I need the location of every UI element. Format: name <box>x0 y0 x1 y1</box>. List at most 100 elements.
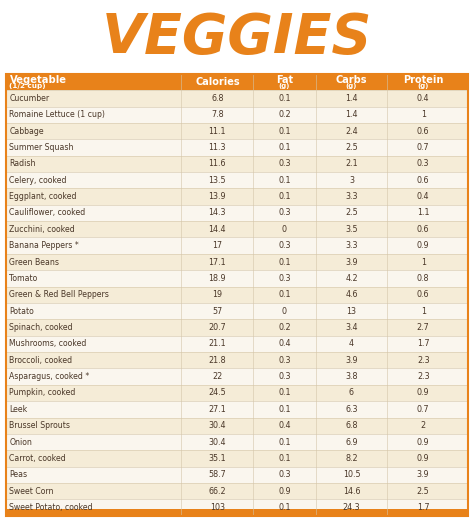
Text: 0.1: 0.1 <box>278 257 291 267</box>
Text: 1: 1 <box>421 110 426 119</box>
Text: 66.2: 66.2 <box>209 487 226 496</box>
Text: 3.8: 3.8 <box>345 372 358 381</box>
Text: 0.1: 0.1 <box>278 290 291 299</box>
Text: 3.9: 3.9 <box>417 470 429 479</box>
Text: 14.6: 14.6 <box>343 487 360 496</box>
Bar <box>6 238 468 254</box>
Text: 0.2: 0.2 <box>278 110 291 119</box>
Text: 3.3: 3.3 <box>345 192 358 201</box>
Text: 3.9: 3.9 <box>345 257 358 267</box>
Text: 0.1: 0.1 <box>278 454 291 463</box>
Bar <box>6 336 468 352</box>
Text: 0: 0 <box>282 306 287 316</box>
Text: 1.1: 1.1 <box>417 208 429 218</box>
Text: Mushrooms, cooked: Mushrooms, cooked <box>9 339 87 348</box>
Text: 0.2: 0.2 <box>278 323 291 332</box>
Text: 0.3: 0.3 <box>278 159 291 168</box>
Bar <box>6 74 468 516</box>
Text: 58.7: 58.7 <box>209 470 226 479</box>
Text: 21.8: 21.8 <box>209 356 226 365</box>
Text: Brussel Sprouts: Brussel Sprouts <box>9 421 71 430</box>
Text: 4: 4 <box>349 339 354 348</box>
Text: 13.9: 13.9 <box>209 192 226 201</box>
Text: 0.9: 0.9 <box>417 241 429 250</box>
Bar <box>6 467 468 483</box>
Text: 0.9: 0.9 <box>417 437 429 447</box>
Text: 24.3: 24.3 <box>343 503 360 512</box>
Text: Calories: Calories <box>195 77 240 87</box>
Text: 3.4: 3.4 <box>345 323 358 332</box>
Text: Summer Squash: Summer Squash <box>9 143 74 152</box>
Bar <box>6 369 468 385</box>
Text: 0.3: 0.3 <box>278 470 291 479</box>
Text: 13.5: 13.5 <box>209 176 226 185</box>
Text: 0.3: 0.3 <box>417 159 429 168</box>
Text: 0.4: 0.4 <box>417 192 429 201</box>
Bar <box>6 303 468 319</box>
Text: Cauliflower, cooked: Cauliflower, cooked <box>9 208 86 218</box>
Text: Pumpkin, cooked: Pumpkin, cooked <box>9 388 76 397</box>
Text: 13: 13 <box>346 306 356 316</box>
Text: 0.6: 0.6 <box>417 127 429 136</box>
Bar <box>6 500 468 516</box>
Text: 103: 103 <box>210 503 225 512</box>
Text: 0.3: 0.3 <box>278 241 291 250</box>
Text: Green Beans: Green Beans <box>9 257 59 267</box>
Text: 0.9: 0.9 <box>417 388 429 397</box>
Bar <box>6 205 468 221</box>
Text: 0.1: 0.1 <box>278 127 291 136</box>
Text: 6: 6 <box>349 388 354 397</box>
Text: Broccoli, cooked: Broccoli, cooked <box>9 356 73 365</box>
Text: (g): (g) <box>418 83 429 89</box>
Bar <box>6 352 468 369</box>
Text: 0.3: 0.3 <box>278 356 291 365</box>
Text: 0: 0 <box>282 225 287 234</box>
Text: 1.7: 1.7 <box>417 503 429 512</box>
Text: 18.9: 18.9 <box>209 274 226 283</box>
Text: 8.2: 8.2 <box>345 454 358 463</box>
Text: 6.8: 6.8 <box>211 94 224 103</box>
Text: 0.4: 0.4 <box>278 421 291 430</box>
Bar <box>6 221 468 238</box>
Text: 2.1: 2.1 <box>345 159 358 168</box>
Text: 3.9: 3.9 <box>345 356 358 365</box>
Bar <box>6 287 468 303</box>
Text: 57: 57 <box>212 306 222 316</box>
Text: 2.3: 2.3 <box>417 372 429 381</box>
Text: Radish: Radish <box>9 159 36 168</box>
Text: Green & Red Bell Peppers: Green & Red Bell Peppers <box>9 290 109 299</box>
Bar <box>6 172 468 188</box>
Text: 1: 1 <box>421 306 426 316</box>
Text: 0.7: 0.7 <box>417 143 429 152</box>
Text: 24.5: 24.5 <box>209 388 226 397</box>
Text: 4.2: 4.2 <box>345 274 358 283</box>
Text: 2.3: 2.3 <box>417 356 429 365</box>
Text: 2.5: 2.5 <box>345 143 358 152</box>
Text: 0.6: 0.6 <box>417 290 429 299</box>
Text: (g): (g) <box>346 83 357 89</box>
Text: Carrot, cooked: Carrot, cooked <box>9 454 66 463</box>
Text: 11.6: 11.6 <box>209 159 226 168</box>
Text: 17: 17 <box>212 241 222 250</box>
Text: 0.8: 0.8 <box>417 274 429 283</box>
Bar <box>6 418 468 434</box>
Text: 0.4: 0.4 <box>417 94 429 103</box>
Bar <box>6 450 468 467</box>
Text: Zucchini, cooked: Zucchini, cooked <box>9 225 75 234</box>
Bar <box>6 139 468 156</box>
Text: Asparagus, cooked *: Asparagus, cooked * <box>9 372 90 381</box>
Text: 7.8: 7.8 <box>211 110 224 119</box>
Text: 0.1: 0.1 <box>278 388 291 397</box>
Bar <box>6 385 468 401</box>
Text: 27.1: 27.1 <box>209 405 226 414</box>
Text: 6.8: 6.8 <box>345 421 358 430</box>
Text: 0.1: 0.1 <box>278 405 291 414</box>
Text: Banana Peppers *: Banana Peppers * <box>9 241 79 250</box>
Text: Romaine Lettuce (1 cup): Romaine Lettuce (1 cup) <box>9 110 105 119</box>
Text: 3.3: 3.3 <box>345 241 358 250</box>
Text: 2.7: 2.7 <box>417 323 429 332</box>
Bar <box>6 319 468 336</box>
Text: 10.5: 10.5 <box>343 470 360 479</box>
Text: 3.5: 3.5 <box>345 225 358 234</box>
Bar <box>6 106 468 123</box>
